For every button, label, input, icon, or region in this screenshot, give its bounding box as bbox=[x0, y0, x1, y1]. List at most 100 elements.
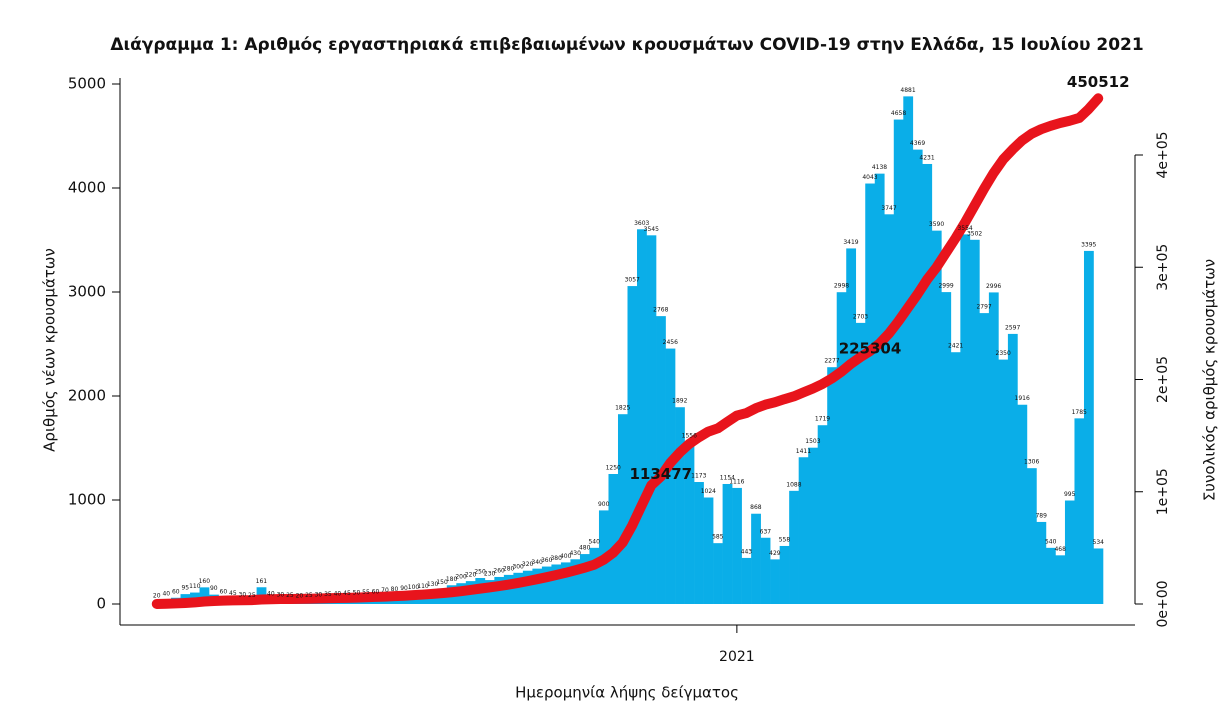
value-label: 429 bbox=[769, 550, 781, 557]
value-label: 60 bbox=[220, 588, 228, 595]
bar bbox=[903, 96, 914, 604]
value-label: 1306 bbox=[1024, 459, 1039, 466]
value-label: 45 bbox=[229, 590, 237, 597]
y2-axis-label: Συνολικός αριθμός κρουσμάτων bbox=[1201, 259, 1219, 501]
y2-tick-label: 0e+00 bbox=[1155, 580, 1171, 627]
value-label: 2998 bbox=[834, 283, 849, 290]
bar bbox=[513, 572, 524, 604]
bar bbox=[703, 497, 714, 604]
bar bbox=[694, 482, 704, 604]
value-label: 55 bbox=[362, 589, 370, 596]
bar bbox=[922, 163, 933, 604]
value-label: 900 bbox=[598, 501, 610, 508]
bar bbox=[522, 570, 533, 604]
value-label: 400 bbox=[560, 553, 572, 560]
value-label: 480 bbox=[579, 545, 591, 552]
value-label: 1556 bbox=[682, 433, 697, 440]
value-label: 2350 bbox=[996, 350, 1011, 357]
bar bbox=[874, 173, 885, 604]
value-label: 1719 bbox=[815, 416, 830, 423]
value-label: 130 bbox=[427, 581, 439, 588]
value-label: 95 bbox=[181, 585, 189, 592]
value-label: 3057 bbox=[625, 277, 640, 284]
value-label: 2456 bbox=[663, 339, 678, 346]
chart-title: Διάγραμμα 1: Αριθμός εργαστηριακά επιβεβ… bbox=[110, 35, 1143, 55]
bar bbox=[741, 557, 752, 604]
value-label: 230 bbox=[484, 571, 496, 578]
value-label: 3502 bbox=[967, 230, 982, 237]
value-label: 4231 bbox=[919, 154, 934, 161]
value-label: 25 bbox=[286, 592, 294, 599]
value-label: 161 bbox=[256, 578, 268, 585]
value-label: 80 bbox=[391, 586, 399, 593]
y-axis-label: Αριθμός νέων κρουσμάτων bbox=[41, 248, 59, 452]
bar bbox=[979, 313, 990, 604]
value-label: 1503 bbox=[805, 438, 820, 445]
value-label: 360 bbox=[541, 557, 553, 564]
value-label: 585 bbox=[712, 534, 724, 541]
value-label: 4138 bbox=[872, 164, 887, 171]
bar bbox=[817, 425, 828, 604]
value-label: 2703 bbox=[853, 313, 868, 320]
value-label: 2797 bbox=[976, 304, 991, 311]
value-label: 558 bbox=[779, 536, 791, 543]
bar bbox=[551, 564, 562, 604]
value-label: 30 bbox=[239, 591, 247, 598]
value-label: 2597 bbox=[1005, 324, 1020, 331]
bar bbox=[779, 545, 790, 604]
value-label: 1825 bbox=[615, 405, 630, 412]
value-label: 1116 bbox=[729, 478, 744, 485]
bar bbox=[846, 248, 857, 604]
value-label: 2277 bbox=[824, 358, 839, 365]
bar bbox=[893, 119, 904, 605]
value-label: 1173 bbox=[691, 473, 706, 480]
value-label: 60 bbox=[372, 588, 380, 595]
bar bbox=[960, 234, 971, 604]
bar bbox=[646, 235, 657, 604]
bar bbox=[941, 292, 952, 604]
value-label: 90 bbox=[210, 585, 218, 592]
value-label: 468 bbox=[1054, 546, 1066, 553]
value-label: 380 bbox=[550, 555, 562, 562]
value-label: 60 bbox=[172, 588, 180, 595]
annotation: 113477 bbox=[629, 465, 692, 483]
bar bbox=[1093, 548, 1104, 604]
bar bbox=[627, 286, 638, 604]
annotation: 450512 bbox=[1067, 73, 1130, 91]
bar bbox=[751, 513, 761, 604]
value-label: 637 bbox=[760, 528, 772, 535]
value-label: 1088 bbox=[786, 481, 801, 488]
y-tick-label: 3000 bbox=[68, 283, 106, 301]
bar bbox=[656, 316, 666, 604]
bar bbox=[665, 348, 676, 604]
value-label: 20 bbox=[153, 592, 161, 599]
value-label: 534 bbox=[1093, 539, 1105, 546]
bar bbox=[1017, 404, 1028, 604]
bar bbox=[713, 543, 723, 604]
bar bbox=[836, 292, 847, 604]
value-label: 540 bbox=[1045, 538, 1057, 545]
value-label: 3554 bbox=[957, 225, 972, 232]
value-label: 45 bbox=[343, 590, 351, 597]
value-label: 50 bbox=[353, 589, 361, 596]
bar bbox=[1026, 468, 1037, 604]
value-label: 1892 bbox=[672, 398, 687, 405]
bar bbox=[950, 352, 961, 604]
value-label: 35 bbox=[324, 591, 332, 598]
value-label: 2999 bbox=[938, 283, 953, 290]
bar bbox=[617, 414, 628, 604]
y-tick-label: 1000 bbox=[68, 491, 106, 509]
value-label: 1250 bbox=[606, 465, 621, 472]
value-label: 4043 bbox=[862, 174, 877, 181]
value-label: 160 bbox=[199, 578, 211, 585]
x-tick-label: 2021 bbox=[719, 649, 755, 665]
value-label: 2768 bbox=[653, 307, 668, 314]
value-label: 3545 bbox=[644, 226, 659, 233]
value-label: 1785 bbox=[1072, 409, 1087, 416]
bar bbox=[931, 230, 942, 604]
value-label: 25 bbox=[305, 592, 313, 599]
value-label: 1916 bbox=[1015, 395, 1030, 402]
value-label: 90 bbox=[400, 585, 408, 592]
value-label: 4369 bbox=[910, 140, 925, 147]
